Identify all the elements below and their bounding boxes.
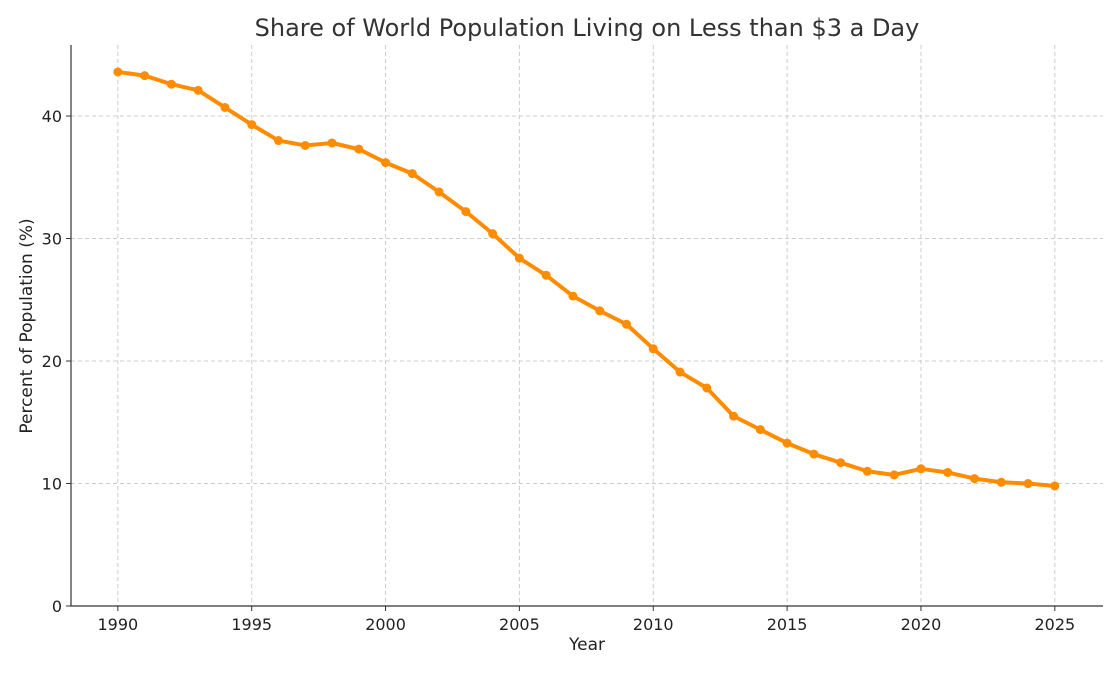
data-point — [514, 253, 524, 263]
data-point — [193, 85, 203, 95]
y-axis-label: Percent of Population (%) — [17, 218, 37, 433]
grid — [71, 45, 1103, 606]
data-point — [862, 466, 872, 476]
data-point — [996, 477, 1006, 487]
x-tick-label: 2025 — [1034, 615, 1075, 634]
chart-title: Share of World Population Living on Less… — [255, 14, 920, 42]
y-tick-label: 20 — [42, 352, 62, 371]
y-tick-label: 40 — [42, 107, 62, 126]
data-point — [488, 229, 498, 239]
x-tick-label: 2010 — [633, 615, 674, 634]
data-point — [755, 425, 765, 435]
data-point — [140, 71, 150, 81]
data-point — [381, 158, 391, 168]
data-point — [300, 140, 310, 150]
data-point — [354, 144, 364, 154]
data-point — [889, 470, 899, 480]
data-point — [1050, 481, 1060, 491]
data-point — [916, 464, 926, 474]
data-point — [621, 319, 631, 329]
data-point — [729, 411, 739, 421]
data-point — [113, 67, 123, 77]
x-tick-label: 2005 — [499, 615, 540, 634]
data-point — [675, 367, 685, 377]
data-point — [782, 438, 792, 448]
x-tick-label: 2020 — [901, 615, 942, 634]
x-tick-label: 1990 — [97, 615, 138, 634]
data-point — [434, 187, 444, 197]
data-point — [166, 79, 176, 89]
data-point — [220, 102, 230, 112]
data-point — [407, 169, 417, 179]
data-point — [943, 467, 953, 477]
y-tick-label: 0 — [52, 597, 62, 616]
x-axis-label: Year — [568, 635, 605, 655]
y-tick-label: 10 — [42, 475, 62, 494]
data-point — [702, 383, 712, 393]
data-point — [327, 138, 337, 148]
data-point — [1023, 479, 1033, 489]
data-point — [541, 270, 551, 280]
x-tick-label: 2000 — [365, 615, 406, 634]
data-point — [595, 306, 605, 316]
data-point — [809, 449, 819, 459]
data-point — [568, 291, 578, 301]
y-tick-label: 30 — [42, 230, 62, 249]
data-point — [970, 474, 980, 484]
x-tick-label: 2015 — [767, 615, 808, 634]
x-tick-label: 1995 — [231, 615, 272, 634]
series-line — [117, 69, 1055, 488]
y-axis-ticks: 0 10 20 30 40 — [42, 107, 71, 616]
data-point — [648, 344, 658, 354]
data-point — [461, 207, 471, 217]
data-point — [273, 136, 283, 146]
series — [113, 67, 1060, 491]
data-point — [836, 458, 846, 468]
x-axis-ticks: 1990 1995 2000 2005 2010 2015 2020 2025 — [97, 606, 1075, 634]
data-point — [247, 120, 257, 130]
